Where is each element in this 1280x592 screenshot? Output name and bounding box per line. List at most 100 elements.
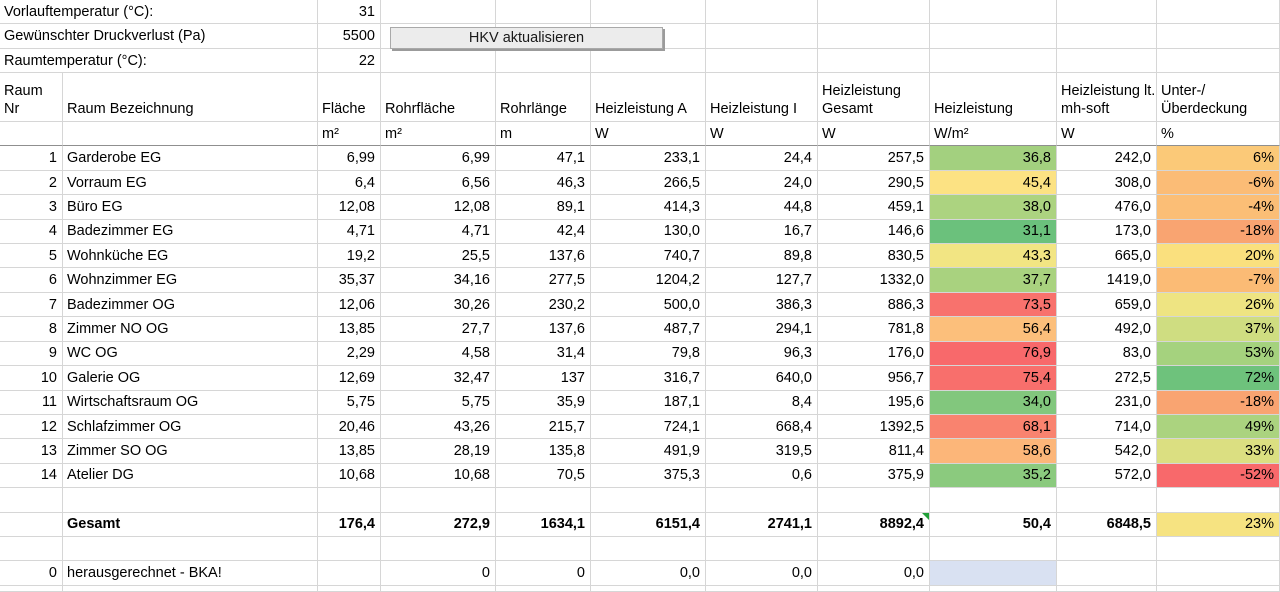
cell-raum-bezeichnung[interactable]: WC OG <box>63 341 318 367</box>
empty-cell[interactable] <box>1057 585 1157 592</box>
cell-flaeche[interactable]: 6,4 <box>318 170 381 196</box>
cell-raumnr[interactable]: 9 <box>0 341 63 367</box>
cell-raumnr[interactable]: 10 <box>0 366 63 391</box>
empty-cell[interactable] <box>381 48 496 74</box>
cell-rohrlaenge[interactable]: 277,5 <box>496 268 591 293</box>
cell-flaeche[interactable]: 6,99 <box>318 146 381 171</box>
cell-raum-bezeichnung[interactable]: Zimmer NO OG <box>63 317 318 342</box>
empty-cell[interactable] <box>930 488 1057 513</box>
cell-heizleistung-wm2[interactable]: 43,3 <box>930 244 1057 269</box>
cell-heizleistung-mhsoft[interactable]: 231,0 <box>1057 390 1157 415</box>
gesamt-label[interactable]: Gesamt <box>63 512 318 537</box>
unit-heizleistung-wm2[interactable]: W/m² <box>930 122 1057 147</box>
cell-heizleistung-mhsoft[interactable]: 542,0 <box>1057 439 1157 464</box>
empty-cell[interactable] <box>818 24 930 49</box>
cell-raumnr[interactable]: 3 <box>0 195 63 220</box>
cell-flaeche[interactable]: 20,46 <box>318 414 381 440</box>
empty-cell[interactable] <box>1157 48 1280 74</box>
cell-rohrflaeche[interactable]: 5,75 <box>381 390 496 415</box>
cell-rohrflaeche[interactable]: 10,68 <box>381 463 496 489</box>
empty-cell[interactable] <box>818 48 930 74</box>
empty-cell[interactable] <box>818 0 930 25</box>
empty-cell[interactable] <box>706 0 818 25</box>
cell-heizleistung-wm2[interactable]: 56,4 <box>930 317 1057 342</box>
extra-rohrflaeche[interactable]: 0 <box>381 561 496 586</box>
empty-cell[interactable] <box>381 488 496 513</box>
cell-heizleistung-gesamt[interactable]: 195,6 <box>818 390 930 415</box>
cell-heizleistung-a[interactable]: 316,7 <box>591 366 706 391</box>
cell-raum-bezeichnung[interactable]: Wirtschaftsraum OG <box>63 390 318 415</box>
cell-heizleistung-gesamt[interactable]: 1332,0 <box>818 268 930 293</box>
cell-rohrflaeche[interactable]: 43,26 <box>381 414 496 440</box>
empty-cell[interactable] <box>591 585 706 592</box>
cell-raumnr[interactable]: 11 <box>0 390 63 415</box>
unit-heizleistung-mhsoft[interactable]: W <box>1057 122 1157 147</box>
cell-deckung-pct[interactable]: 72% <box>1157 366 1280 391</box>
cell-rohrlaenge[interactable]: 35,9 <box>496 390 591 415</box>
cell-heizleistung-i[interactable]: 294,1 <box>706 317 818 342</box>
cell-flaeche[interactable]: 12,08 <box>318 195 381 220</box>
cell-heizleistung-i[interactable]: 96,3 <box>706 341 818 367</box>
cell-raum-bezeichnung[interactable]: Badezimmer EG <box>63 219 318 245</box>
cell-heizleistung-a[interactable]: 187,1 <box>591 390 706 415</box>
cell-heizleistung-wm2[interactable]: 73,5 <box>930 292 1057 318</box>
cell-raum-bezeichnung[interactable]: Badezimmer OG <box>63 292 318 318</box>
empty-cell[interactable] <box>706 24 818 49</box>
cell-heizleistung-i[interactable]: 668,4 <box>706 414 818 440</box>
cell-deckung-pct[interactable]: -52% <box>1157 463 1280 489</box>
unit-deckung[interactable]: % <box>1157 122 1280 147</box>
header-raumnr[interactable]: RaumNr <box>0 73 63 123</box>
extra-rohrlaenge[interactable]: 0 <box>496 561 591 586</box>
cell-flaeche[interactable]: 12,06 <box>318 292 381 318</box>
cell-heizleistung-mhsoft[interactable]: 173,0 <box>1057 219 1157 245</box>
empty-cell[interactable] <box>381 585 496 592</box>
cell-heizleistung-a[interactable]: 740,7 <box>591 244 706 269</box>
hkv-aktualisieren-button[interactable]: HKV aktualisieren <box>390 27 663 49</box>
cell-flaeche[interactable]: 35,37 <box>318 268 381 293</box>
empty-cell[interactable] <box>591 488 706 513</box>
cell-heizleistung-mhsoft[interactable]: 308,0 <box>1057 170 1157 196</box>
gesamt-heizleistung-a[interactable]: 6151,4 <box>591 512 706 537</box>
empty-cell[interactable] <box>1157 24 1280 49</box>
header-heizleistung-gesamt[interactable]: Heizleistung Gesamt <box>818 73 930 123</box>
cell-heizleistung-gesamt[interactable]: 176,0 <box>818 341 930 367</box>
cell-raum-bezeichnung[interactable]: Wohnzimmer EG <box>63 268 318 293</box>
extra-label[interactable]: herausgerechnet - BKA! <box>63 561 318 586</box>
cell-rohrflaeche[interactable]: 27,7 <box>381 317 496 342</box>
cell-heizleistung-i[interactable]: 386,3 <box>706 292 818 318</box>
header-heizleistung-i[interactable]: Heizleistung I <box>706 73 818 123</box>
cell-rohrlaenge[interactable]: 137,6 <box>496 317 591 342</box>
unit-flaeche[interactable]: m² <box>318 122 381 147</box>
empty-cell[interactable] <box>930 24 1057 49</box>
empty-cell[interactable] <box>496 488 591 513</box>
extra-heizleistung-gesamt[interactable]: 0,0 <box>818 561 930 586</box>
cell-rohrlaenge[interactable]: 31,4 <box>496 341 591 367</box>
header-heizleistung-a[interactable]: Heizleistung A <box>591 73 706 123</box>
selected-cell[interactable] <box>930 561 1057 586</box>
header-rohrlaenge[interactable]: Rohrlänge <box>496 73 591 123</box>
gesamt-heizleistung-i[interactable]: 2741,1 <box>706 512 818 537</box>
empty-cell[interactable] <box>318 585 381 592</box>
param-label-druckverlust[interactable]: Gewünschter Druckverlust (Pa) <box>0 24 318 49</box>
cell-deckung-pct[interactable]: -18% <box>1157 219 1280 245</box>
gesamt-deckung-pct[interactable]: 23% <box>1157 512 1280 537</box>
cell-deckung-pct[interactable]: 49% <box>1157 414 1280 440</box>
cell-heizleistung-mhsoft[interactable]: 1419,0 <box>1057 268 1157 293</box>
cell-heizleistung-mhsoft[interactable]: 572,0 <box>1057 463 1157 489</box>
unit-heizleistung-i[interactable]: W <box>706 122 818 147</box>
empty-cell[interactable] <box>706 48 818 74</box>
cell-heizleistung-mhsoft[interactable]: 665,0 <box>1057 244 1157 269</box>
cell-heizleistung-wm2[interactable]: 36,8 <box>930 146 1057 171</box>
cell-heizleistung-a[interactable]: 414,3 <box>591 195 706 220</box>
cell-raum-bezeichnung[interactable]: Garderobe EG <box>63 146 318 171</box>
cell-heizleistung-i[interactable]: 24,0 <box>706 170 818 196</box>
cell-deckung-pct[interactable]: 53% <box>1157 341 1280 367</box>
cell-rohrflaeche[interactable]: 32,47 <box>381 366 496 391</box>
cell-heizleistung-a[interactable]: 79,8 <box>591 341 706 367</box>
empty-cell[interactable] <box>1157 0 1280 25</box>
cell-heizleistung-mhsoft[interactable]: 714,0 <box>1057 414 1157 440</box>
cell-raumnr[interactable]: 12 <box>0 414 63 440</box>
cell-heizleistung-i[interactable]: 44,8 <box>706 195 818 220</box>
cell-rohrflaeche[interactable]: 28,19 <box>381 439 496 464</box>
header-deckung[interactable]: Unter-/Überdeckung <box>1157 73 1280 123</box>
